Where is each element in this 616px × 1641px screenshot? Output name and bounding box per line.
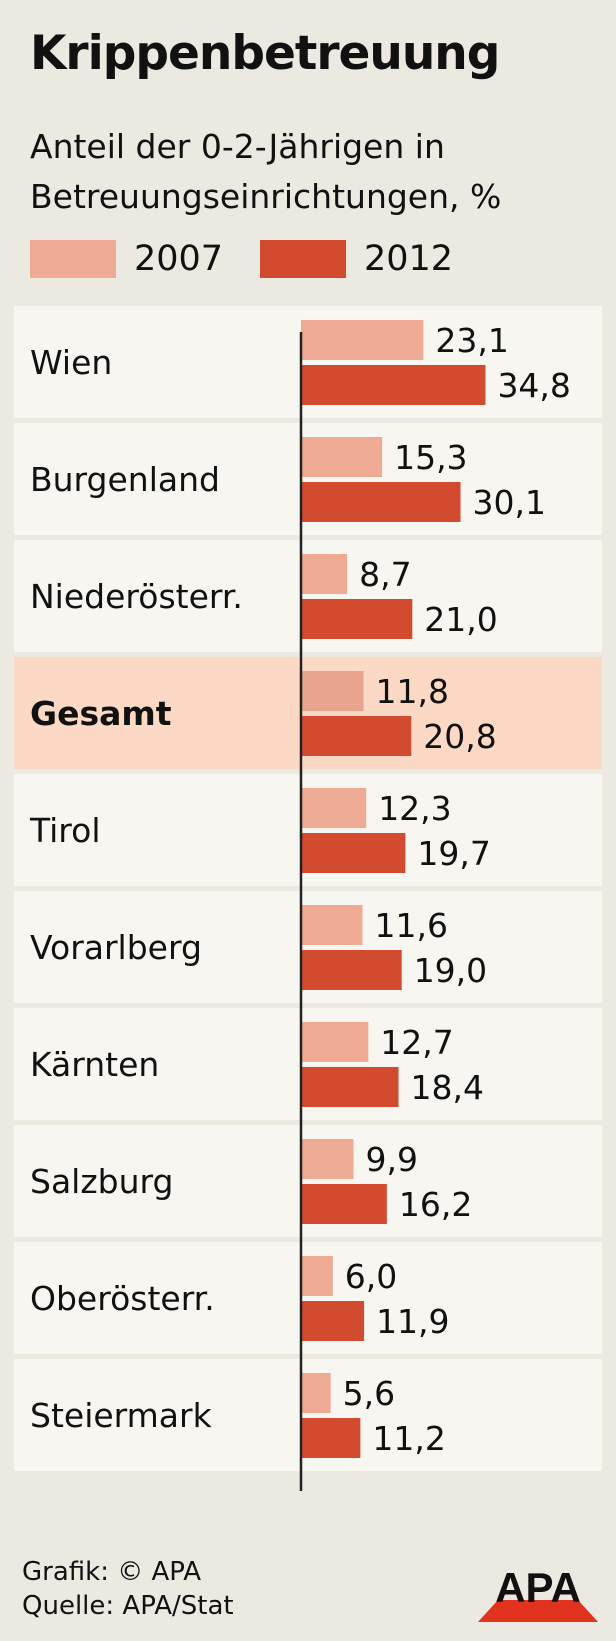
data-label-2012: 16,2 bbox=[399, 1185, 472, 1224]
data-label-2007: 9,9 bbox=[365, 1140, 417, 1179]
bar-2012 bbox=[301, 599, 413, 639]
data-label-2012: 11,2 bbox=[372, 1419, 445, 1458]
category-label: Steiermark bbox=[30, 1396, 213, 1435]
data-label-2007: 5,6 bbox=[343, 1374, 395, 1413]
data-label-2012: 34,8 bbox=[497, 366, 570, 405]
bar-2007 bbox=[301, 1139, 354, 1179]
category-label: Gesamt bbox=[30, 694, 172, 733]
svg-text:APA: APA bbox=[495, 1566, 581, 1611]
data-label-2007: 6,0 bbox=[345, 1257, 397, 1296]
bar-2007 bbox=[301, 437, 383, 477]
data-label-2007: 11,8 bbox=[376, 672, 449, 711]
category-label: Tirol bbox=[29, 811, 101, 850]
bar-2012 bbox=[301, 833, 406, 873]
data-label-2012: 18,4 bbox=[411, 1068, 484, 1107]
footer-source: Quelle: APA/Stat bbox=[22, 1591, 234, 1621]
data-label-2012: 19,0 bbox=[414, 951, 487, 990]
legend: 2007 2012 bbox=[30, 236, 590, 282]
category-label: Niederösterr. bbox=[30, 577, 243, 616]
data-label-2007: 11,6 bbox=[374, 906, 447, 945]
category-label: Kärnten bbox=[30, 1045, 159, 1084]
data-label-2007: 23,1 bbox=[435, 321, 508, 360]
bar-2007 bbox=[301, 671, 364, 711]
bar-2007 bbox=[301, 1256, 333, 1296]
apa-logo: APA bbox=[478, 1566, 598, 1622]
bar-2007 bbox=[301, 320, 424, 360]
data-label-2012: 30,1 bbox=[473, 483, 546, 522]
legend-label-2012: 2012 bbox=[364, 239, 454, 279]
bar-2007 bbox=[301, 1373, 331, 1413]
chart-title: Krippenbetreuung bbox=[30, 26, 500, 81]
category-label: Vorarlberg bbox=[30, 928, 202, 967]
legend-swatch-2012 bbox=[260, 240, 346, 278]
category-label: Oberösterr. bbox=[30, 1279, 215, 1318]
data-label-2007: 15,3 bbox=[394, 438, 467, 477]
category-label: Salzburg bbox=[30, 1162, 173, 1201]
data-label-2012: 20,8 bbox=[423, 717, 496, 756]
data-label-2007: 8,7 bbox=[359, 555, 411, 594]
legend-swatch-2007 bbox=[30, 240, 116, 278]
data-label-2012: 19,7 bbox=[417, 834, 490, 873]
bar-2007 bbox=[301, 1022, 369, 1062]
bar-chart: Wien 23,1 34,8 Burgenland 15,330,1 Niederöste… bbox=[14, 306, 602, 1491]
category-label: Burgenland bbox=[30, 460, 220, 499]
bar-2012 bbox=[301, 1067, 399, 1107]
bar-2012 bbox=[301, 482, 461, 522]
bar-2012 bbox=[301, 1301, 365, 1341]
bar-2007 bbox=[301, 554, 348, 594]
bar-2012 bbox=[301, 950, 402, 990]
category-label: Wien bbox=[30, 343, 112, 382]
footer: Grafik: © APA Quelle: APA/Stat bbox=[22, 1555, 234, 1623]
legend-label-2007: 2007 bbox=[134, 239, 224, 279]
chart-subtitle: Anteil der 0-2-Jährigen in Betreuungsein… bbox=[30, 127, 502, 216]
data-label-2007: 12,3 bbox=[378, 789, 451, 828]
bar-2012 bbox=[301, 365, 486, 405]
bar-2007 bbox=[301, 905, 363, 945]
footer-credit: Grafik: © APA bbox=[22, 1557, 202, 1587]
bar-2012 bbox=[301, 1184, 387, 1224]
data-label-2007: 12,7 bbox=[380, 1023, 453, 1062]
bar-2012 bbox=[301, 1418, 361, 1458]
bar-2012 bbox=[301, 716, 412, 756]
data-label-2012: 21,0 bbox=[424, 600, 497, 639]
data-label-2012: 11,9 bbox=[376, 1302, 449, 1341]
bar-2007 bbox=[301, 788, 367, 828]
